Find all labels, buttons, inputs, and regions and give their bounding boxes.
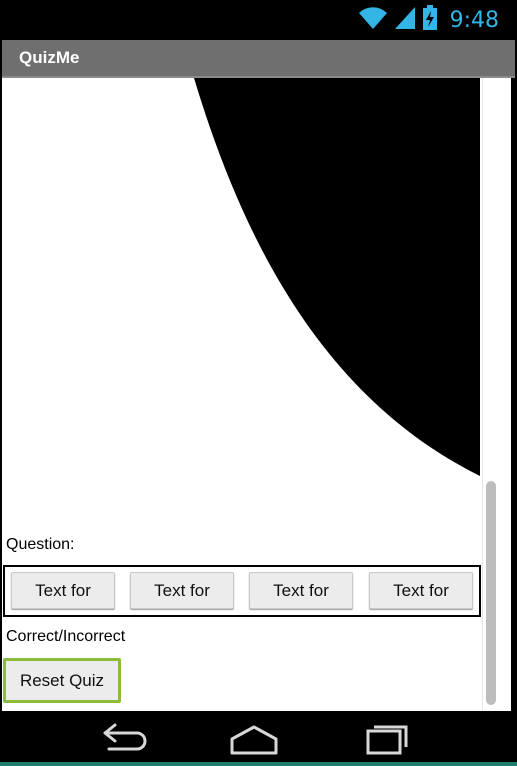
answer-button-2[interactable]: Text for: [130, 572, 234, 609]
app-title: QuizMe: [19, 48, 80, 67]
question-label: Question:: [6, 536, 75, 553]
answer-button-3[interactable]: Text for: [249, 572, 353, 609]
signal-icon: [394, 6, 416, 35]
answer-button-4[interactable]: Text for: [369, 572, 473, 609]
status-bar: 9:48: [0, 0, 517, 40]
recent-apps-icon[interactable]: [358, 719, 418, 759]
question-image: [2, 78, 480, 476]
reset-quiz-button[interactable]: Reset Quiz: [3, 658, 121, 703]
answers-row: Text for Text for Text for Text for: [3, 565, 481, 617]
battery-charging-icon: [422, 4, 438, 36]
status-icons: 9:48: [358, 4, 499, 36]
answer-button-1[interactable]: Text for: [11, 572, 115, 609]
status-time: 9:48: [449, 7, 499, 33]
scrollbar-thumb[interactable]: [486, 481, 496, 705]
app-title-bar: QuizMe: [2, 40, 515, 78]
bottom-edge: [0, 762, 517, 766]
home-icon[interactable]: [224, 719, 284, 759]
result-label: Correct/Incorrect: [6, 628, 126, 645]
quiz-content: Question: Text for Text for Text for Tex…: [2, 78, 511, 711]
back-icon[interactable]: [95, 719, 155, 759]
nav-bar: [0, 711, 517, 766]
wifi-icon: [358, 6, 388, 35]
